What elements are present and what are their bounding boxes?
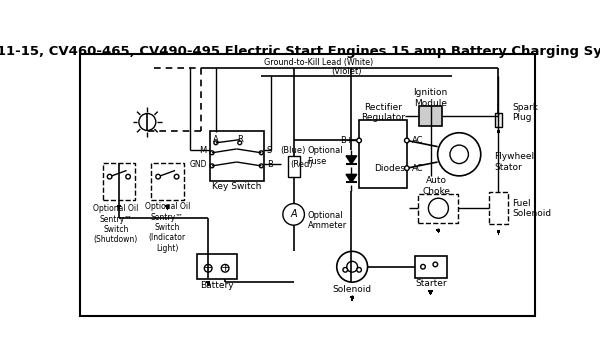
Circle shape	[343, 268, 347, 272]
Text: Ground-to-Kill Lead (White): Ground-to-Kill Lead (White)	[265, 58, 374, 67]
Text: S: S	[266, 146, 272, 155]
Circle shape	[404, 138, 409, 143]
Circle shape	[357, 268, 361, 272]
Circle shape	[174, 174, 179, 179]
Bar	[210, 131, 263, 181]
Text: AC: AC	[412, 164, 423, 173]
Polygon shape	[346, 174, 357, 182]
Text: Auto
Choke: Auto Choke	[423, 176, 451, 195]
Circle shape	[107, 174, 112, 179]
Text: M: M	[199, 146, 206, 155]
Circle shape	[210, 151, 214, 155]
Text: −: −	[203, 263, 213, 273]
Text: B: B	[266, 160, 272, 169]
Circle shape	[259, 164, 263, 168]
Bar	[103, 163, 135, 200]
Circle shape	[433, 262, 437, 267]
Text: R: R	[237, 135, 242, 144]
Circle shape	[421, 264, 425, 269]
Circle shape	[238, 141, 242, 145]
Text: A: A	[290, 209, 297, 219]
Text: (Red): (Red)	[290, 160, 313, 169]
Polygon shape	[346, 156, 357, 164]
Circle shape	[156, 174, 160, 179]
Circle shape	[126, 174, 130, 179]
Text: Diodes: Diodes	[374, 164, 406, 173]
Text: Key Switch: Key Switch	[212, 182, 262, 191]
Bar	[489, 192, 508, 224]
Bar	[359, 121, 407, 188]
Text: (Blue): (Blue)	[281, 146, 306, 155]
Text: A: A	[213, 135, 219, 144]
Bar	[151, 163, 184, 200]
Text: B+: B+	[340, 136, 353, 145]
Text: Solenoid: Solenoid	[332, 285, 372, 294]
Text: Optional
Ammeter: Optional Ammeter	[308, 211, 347, 230]
Text: GND: GND	[189, 160, 206, 169]
Text: AC: AC	[412, 136, 423, 145]
Text: Optional
Fuse: Optional Fuse	[308, 146, 343, 165]
Bar	[494, 113, 502, 127]
Bar	[418, 194, 458, 223]
Bar	[197, 254, 236, 279]
Text: CV11-15, CV460-465, CV490-495 Electric Start Engines 15 amp Battery Charging Sys: CV11-15, CV460-465, CV490-495 Electric S…	[0, 45, 600, 58]
Circle shape	[357, 138, 361, 143]
Text: Starter: Starter	[415, 279, 446, 288]
Text: Ignition
Module: Ignition Module	[413, 88, 448, 108]
Text: Spark
Plug: Spark Plug	[512, 103, 538, 122]
Circle shape	[214, 141, 218, 145]
Text: Battery: Battery	[200, 281, 233, 290]
Text: Fuel
Solenoid: Fuel Solenoid	[512, 198, 551, 218]
Text: Rectifier
Regulator: Rectifier Regulator	[361, 103, 405, 122]
Text: Optional Oil
Sentry™
Switch
(Indicator
Light): Optional Oil Sentry™ Switch (Indicator L…	[145, 202, 190, 253]
Text: Flywheel
Stator: Flywheel Stator	[494, 152, 535, 172]
Circle shape	[404, 166, 409, 171]
Bar	[288, 156, 300, 177]
Bar	[419, 106, 442, 126]
Text: +: +	[220, 263, 230, 273]
Circle shape	[210, 164, 214, 168]
Bar	[415, 256, 447, 278]
Text: (Violet): (Violet)	[331, 67, 361, 76]
Circle shape	[259, 151, 263, 155]
Text: Optional Oil
Sentry™
Switch
(Shutdown): Optional Oil Sentry™ Switch (Shutdown)	[93, 204, 139, 244]
